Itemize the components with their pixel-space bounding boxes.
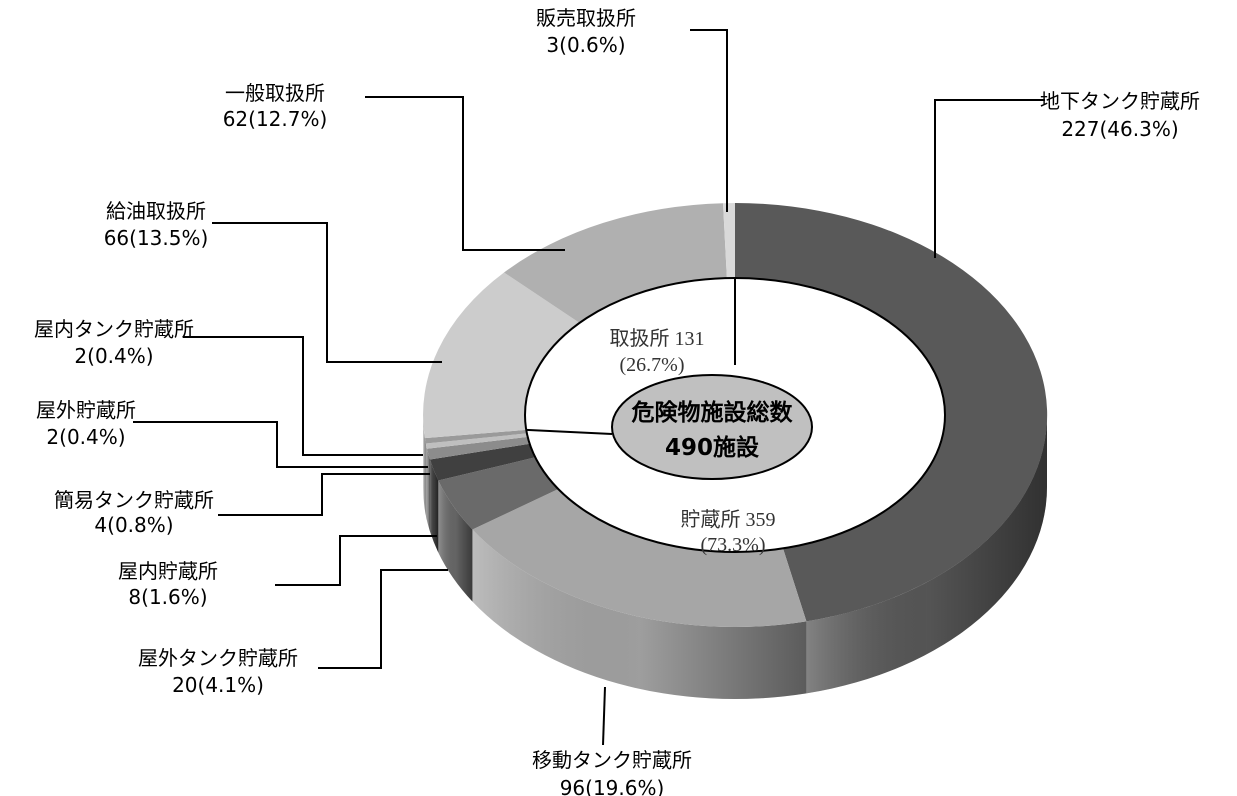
leader-line-9: [365, 96, 565, 251]
slice-8: [423, 272, 580, 439]
slice-value-6: 2(0.4%): [46, 425, 125, 449]
slice-sides: [423, 415, 1047, 700]
slice-side-shade: [424, 438, 426, 516]
slice-labels: 地下タンク貯蔵所 227(46.3%) 移動タンク貯蔵所 96(19.6%) 屋外タンク…: [34, 6, 1200, 796]
slice-label-5: 簡易タンク貯蔵所: [54, 488, 214, 512]
slice-5: [427, 436, 530, 460]
slice-4: [430, 443, 536, 481]
slice-side-shade: [438, 480, 473, 602]
leader-line-8: [212, 222, 442, 363]
leader-line-10: [690, 29, 728, 212]
group-percent-storage: (73.3%): [701, 534, 766, 556]
slice-1: [735, 202, 1048, 622]
group-label-storage: 貯蔵所 359: [681, 508, 776, 531]
slice-3: [438, 457, 559, 530]
slice-label-1: 地下タンク貯蔵所: [1040, 89, 1200, 113]
slice-2: [472, 489, 807, 628]
slice-value-3: 20(4.1%): [172, 673, 264, 697]
center-ellipse: [611, 374, 813, 480]
slice-label-10: 販売取扱所: [536, 6, 636, 30]
center-label-title: 危険物施設総数: [632, 399, 794, 426]
slice-side-shade: [423, 415, 425, 511]
slice-side-shade: [427, 448, 430, 532]
group-label-handling: 取扱所 131: [610, 327, 705, 350]
slice-label-2: 移動タンク貯蔵所: [532, 748, 692, 772]
group-percent-handling: (26.7%): [620, 354, 685, 376]
leader-line-4: [275, 535, 437, 586]
leader-line-3: [318, 569, 448, 669]
slice-side-shade: [806, 415, 1047, 694]
slice-value-10: 3(0.6%): [546, 33, 625, 57]
slice-value-8: 66(13.5%): [104, 226, 209, 250]
leader-line-2: [602, 686, 606, 746]
slice-value-4: 8(1.6%): [128, 585, 207, 609]
slice-10: [723, 203, 735, 279]
slice-side-shade: [425, 443, 427, 521]
slice-label-8: 給油取扱所: [106, 199, 206, 223]
slice-value-7: 2(0.4%): [74, 344, 153, 368]
slice-7: [424, 429, 527, 444]
slice-value-9: 62(12.7%): [223, 107, 328, 131]
leader-line-6: [133, 421, 428, 468]
slice-6: [425, 433, 528, 449]
slice-value-1: 227(46.3%): [1061, 117, 1178, 141]
slice-9: [504, 203, 727, 323]
slice-label-6: 屋外貯蔵所: [36, 398, 136, 422]
leader-line-1: [934, 99, 1045, 258]
slice-tops: [423, 202, 1048, 628]
slice-label-9: 一般取扱所: [225, 81, 325, 105]
leader-line-5: [218, 473, 430, 516]
slice-side-shade: [430, 459, 439, 553]
leader-lines: [133, 29, 1045, 746]
inner-area: 危険物施設総数 490施設 取扱所 131 (26.7%) 貯蔵所 359 (73.3%): [524, 277, 946, 556]
slice-label-3: 屋外タンク貯蔵所: [138, 646, 298, 670]
slice-label-7: 屋内タンク貯蔵所: [34, 317, 194, 341]
center-label-total: 490施設: [665, 434, 760, 461]
slice-side-shade: [472, 529, 807, 700]
group-divider-left: [526, 428, 613, 435]
slice-value-5: 4(0.8%): [94, 513, 173, 537]
slice-label-4: 屋内貯蔵所: [118, 559, 218, 583]
slice-value-2: 96(19.6%): [560, 776, 665, 796]
leader-line-7: [183, 336, 423, 456]
